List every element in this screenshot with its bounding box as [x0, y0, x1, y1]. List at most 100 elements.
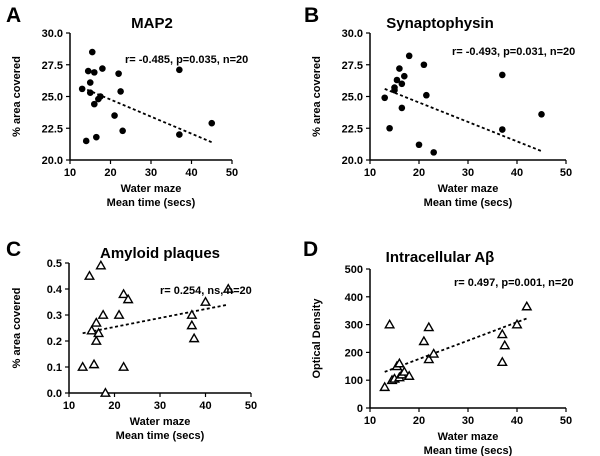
data-point [208, 119, 216, 127]
stats-annotation: r= -0.493, p=0.031, n=20 [452, 46, 575, 58]
y-tick-label: 30.0 [42, 28, 63, 40]
y-axis-label: % area covered [311, 56, 323, 137]
x-tick-label: 40 [199, 400, 211, 412]
x-axis-label-line2: Mean time (secs) [107, 197, 196, 209]
data-point [86, 79, 94, 86]
data-point [82, 137, 90, 145]
data-point [93, 133, 100, 141]
data-point [113, 309, 125, 319]
panel-title: Synaptophysin [386, 15, 494, 32]
data-point [398, 80, 406, 88]
panel-title: Amyloid plaques [100, 245, 220, 262]
x-axis-label-line1: Water maze [130, 416, 191, 428]
x-tick-label: 20 [413, 415, 425, 427]
x-tick-label: 30 [145, 167, 157, 179]
panel-title: MAP2 [131, 15, 173, 32]
y-axis-label: Optical Density [311, 298, 323, 379]
trendline [82, 303, 229, 335]
x-tick-label: 10 [364, 415, 376, 427]
x-tick-label: 10 [364, 167, 376, 179]
data-point [379, 381, 391, 392]
data-point [111, 112, 118, 119]
y-tick-label: 27.5 [342, 60, 363, 72]
data-point [122, 293, 134, 304]
data-point [420, 61, 428, 69]
y-tick-label: 400 [345, 292, 363, 304]
x-tick-label: 50 [560, 415, 572, 427]
data-point [423, 321, 435, 332]
x-tick-label: 40 [511, 167, 523, 179]
data-point [393, 76, 401, 84]
data-point [403, 370, 415, 380]
data-point [199, 296, 212, 306]
stats-annotation: r= 0.254, ns, n=20 [160, 285, 252, 297]
data-point [381, 94, 389, 102]
x-axis-label-line1: Water maze [438, 431, 499, 443]
data-point [176, 131, 183, 138]
x-tick-label: 40 [511, 415, 523, 427]
data-point [521, 300, 533, 311]
data-point [393, 357, 405, 368]
data-point [496, 328, 508, 339]
data-point [95, 259, 107, 270]
data-point [88, 48, 96, 56]
data-point [186, 309, 198, 319]
y-tick-label: 500 [345, 264, 363, 276]
y-tick-label: 22.5 [42, 123, 63, 135]
data-point [499, 71, 506, 79]
data-point [118, 288, 130, 299]
data-point [90, 335, 102, 345]
data-point [83, 270, 95, 280]
panel-d: D Intracellular Aβ 0 100 200 300 400 500 10 20 30 4… [303, 238, 574, 456]
data-point [93, 327, 105, 338]
y-tick-label: 200 [345, 347, 363, 359]
panel-letter: B [304, 4, 319, 27]
data-point [222, 283, 234, 293]
y-tick-label: 30.0 [342, 28, 363, 40]
panel-title: Intracellular Aβ [386, 249, 495, 266]
y-axis-label: % area covered [11, 288, 23, 369]
data-point [428, 348, 440, 358]
y-tick-label: 0.0 [47, 388, 62, 400]
data-point [97, 309, 109, 319]
data-point [86, 89, 94, 96]
panel-b: B Synaptophysin 20.0 22.5 25.0 27.5 30.0 10 20 30… [304, 4, 575, 209]
data-point [115, 70, 122, 77]
x-axis-label-line1: Water maze [438, 183, 499, 195]
data-point [119, 127, 126, 135]
data-point [405, 52, 413, 60]
data-point [423, 353, 435, 364]
y-tick-label: 0.3 [47, 310, 62, 322]
data-point [97, 93, 104, 100]
data-point [391, 84, 398, 91]
data-point [398, 366, 410, 376]
data-point [86, 324, 98, 335]
data-point [496, 356, 508, 367]
y-tick-label: 20.0 [342, 155, 363, 167]
x-tick-label: 50 [560, 167, 572, 179]
x-tick-label: 10 [64, 167, 76, 179]
x-tick-label: 30 [462, 167, 474, 179]
y-tick-label: 0.4 [47, 284, 63, 296]
y-tick-label: 0.2 [47, 336, 62, 348]
y-tick-label: 27.5 [42, 60, 63, 72]
y-tick-label: 0.5 [47, 258, 62, 270]
data-point [99, 387, 111, 397]
data-point [88, 358, 100, 369]
data-point [186, 319, 198, 330]
x-tick-label: 50 [226, 167, 238, 179]
x-axis-label-line2: Mean time (secs) [424, 197, 513, 209]
x-tick-label: 40 [185, 167, 197, 179]
y-tick-label: 20.0 [42, 155, 63, 167]
data-point [423, 91, 430, 99]
y-tick-label: 100 [345, 375, 363, 387]
x-tick-label: 20 [108, 400, 120, 412]
x-axis-label-line1: Water maze [121, 183, 182, 195]
y-tick-label: 22.5 [342, 123, 363, 135]
data-point [118, 361, 130, 371]
panel-letter: C [6, 238, 21, 261]
data-point [99, 65, 106, 72]
x-tick-label: 30 [462, 415, 474, 427]
data-point [415, 141, 423, 149]
